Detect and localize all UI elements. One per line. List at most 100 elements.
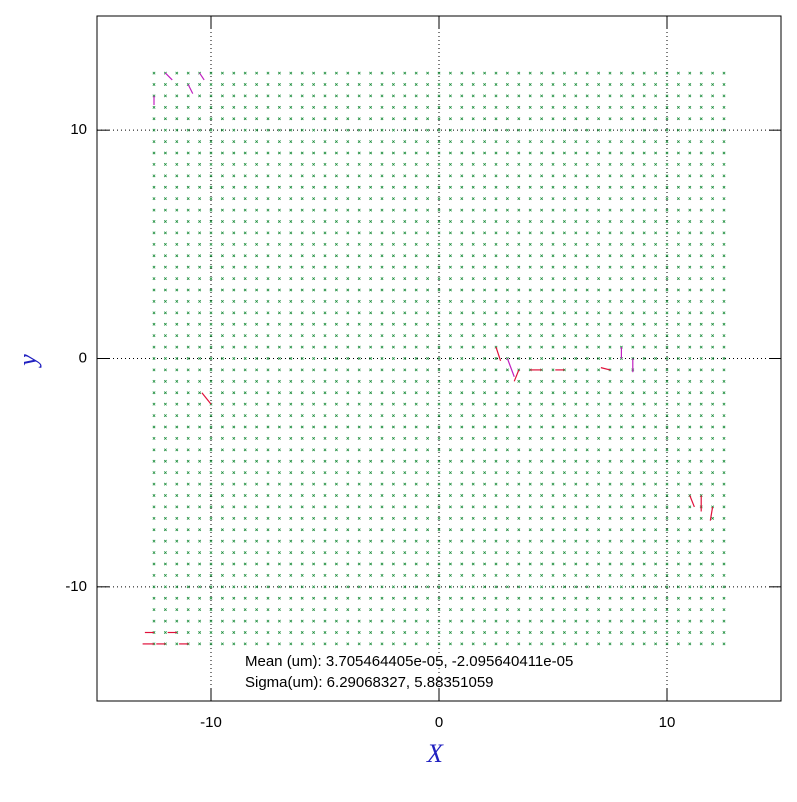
grid-point — [711, 528, 715, 532]
grid-point — [300, 482, 304, 486]
grid-point — [369, 562, 373, 566]
grid-point — [186, 482, 190, 486]
grid-point — [289, 334, 293, 338]
grid-point — [175, 140, 179, 144]
grid-point — [551, 379, 555, 383]
x-tick-label: -10 — [200, 714, 222, 731]
grid-point — [266, 242, 270, 246]
grid-point — [277, 83, 281, 86]
grid-point — [562, 220, 566, 223]
grid-point — [312, 128, 316, 132]
grid-point — [391, 642, 395, 646]
grid-point — [357, 83, 361, 86]
grid-point — [574, 414, 578, 418]
grid-point — [574, 254, 578, 258]
grid-point — [369, 368, 373, 372]
grid-point — [186, 220, 190, 223]
grid-point — [209, 311, 213, 315]
grid-point — [562, 197, 566, 201]
grid-point — [483, 242, 487, 246]
grid-point — [562, 562, 566, 566]
grid-point — [255, 562, 259, 566]
grid-point — [722, 516, 726, 520]
grid-point — [163, 448, 167, 452]
grid-point — [619, 551, 623, 555]
grid-point — [266, 528, 270, 532]
grid-point — [562, 242, 566, 246]
grid-point — [597, 242, 601, 246]
grid-point — [243, 414, 247, 418]
grid-point — [448, 391, 452, 395]
grid-point — [437, 505, 441, 509]
grid-point — [597, 140, 601, 144]
grid-point — [346, 619, 350, 623]
grid-point — [277, 425, 281, 429]
grid-point — [243, 471, 247, 475]
grid-point — [517, 585, 521, 589]
grid-point — [277, 482, 281, 486]
grid-point — [175, 573, 179, 577]
grid-point — [619, 322, 623, 326]
grid-point — [699, 516, 703, 520]
grid-point — [483, 105, 487, 109]
grid-point — [460, 619, 464, 623]
grid-point — [289, 631, 293, 634]
grid-point — [323, 117, 327, 121]
grid-point — [517, 140, 521, 144]
grid-point — [676, 631, 680, 634]
grid-point — [163, 528, 167, 532]
grid-point — [220, 459, 224, 463]
grid-point — [665, 242, 669, 246]
grid-point — [676, 608, 680, 612]
grid-point — [357, 494, 361, 497]
grid-point — [619, 414, 623, 418]
grid-point — [631, 322, 635, 326]
grid-point — [483, 596, 487, 600]
grid-point — [448, 254, 452, 258]
grid-point — [460, 220, 464, 223]
grid-point — [163, 151, 167, 155]
grid-point — [198, 105, 202, 109]
grid-point — [369, 277, 373, 281]
grid-point — [255, 322, 259, 326]
grid-point — [243, 585, 247, 589]
grid-point — [437, 368, 441, 372]
grid-point — [585, 414, 589, 418]
grid-point — [369, 288, 373, 292]
grid-point — [448, 357, 452, 360]
grid-point — [471, 140, 475, 144]
grid-point — [517, 642, 521, 646]
grid-point — [448, 174, 452, 178]
grid-point — [346, 231, 350, 235]
grid-point — [460, 368, 464, 372]
grid-point — [323, 482, 327, 486]
grid-point — [312, 140, 316, 144]
grid-point — [323, 631, 327, 634]
grid-point — [517, 505, 521, 509]
grid-point — [277, 231, 281, 235]
grid-point — [186, 140, 190, 144]
grid-point — [574, 220, 578, 223]
grid-point — [426, 402, 430, 406]
grid-point — [505, 265, 509, 269]
grid-point — [255, 494, 259, 497]
grid-point — [483, 448, 487, 452]
grid-point — [471, 208, 475, 212]
grid-point — [243, 642, 247, 646]
grid-point — [540, 596, 544, 600]
grid-point — [346, 596, 350, 600]
grid-point — [505, 322, 509, 326]
grid-point — [175, 162, 179, 166]
grid-point — [300, 140, 304, 144]
grid-point — [277, 265, 281, 269]
grid-point — [232, 311, 236, 315]
grid-point — [608, 573, 612, 577]
grid-point — [642, 471, 646, 475]
grid-point — [403, 162, 407, 166]
grid-point — [266, 539, 270, 543]
grid-point — [654, 573, 658, 577]
grid-point — [346, 368, 350, 372]
grid-point — [471, 539, 475, 543]
grid-point — [209, 277, 213, 281]
grid-point — [255, 642, 259, 646]
